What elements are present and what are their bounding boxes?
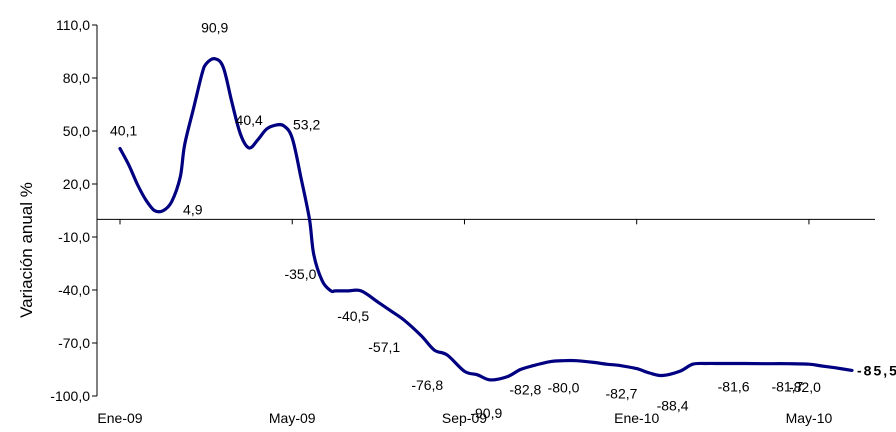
data-label: -90,9 (470, 405, 502, 421)
data-label: -80,0 (548, 380, 580, 396)
series-line (118, 57, 854, 382)
data-label: -82,0 (789, 379, 821, 395)
data-label: -85,5 (857, 362, 896, 378)
y-axis: 110,0 80,0 50,0 20,0 -10,0 -40,0 -70,0 -100,0 (50, 17, 98, 404)
data-label: -88,4 (657, 398, 689, 414)
data-label: -57,1 (368, 339, 400, 355)
data-label: -40,5 (337, 308, 369, 324)
x-tick-label: May-10 (786, 410, 833, 426)
data-label: 40,1 (110, 122, 137, 138)
y-tick-label: 50,0 (63, 123, 90, 139)
x-tick-label: Sep-09 (442, 410, 487, 426)
data-label: 4,9 (183, 202, 203, 218)
x-axis: Ene-09 May-09 Sep-09 Ene-10 May-10 (97, 218, 875, 426)
y-tick-label: 20,0 (63, 176, 90, 192)
data-label: -82,7 (606, 385, 638, 401)
data-label: 40,4 (236, 112, 263, 128)
y-axis-title: Variación anual % (17, 182, 36, 318)
y-tick-label: -40,0 (58, 282, 90, 298)
x-tick-label: Ene-10 (614, 410, 659, 426)
data-label: -81,7 (771, 379, 803, 395)
data-labels: 40,1 90,9 40,4 53,2 4,9 -35,0 -40,5 -57,1 -76,8 -… (110, 20, 896, 421)
y-tick-label: -70,0 (58, 335, 90, 351)
y-tick-label: 110,0 (56, 17, 90, 33)
y-tick-label: -100,0 (50, 388, 90, 404)
data-label: -35,0 (284, 266, 316, 282)
y-tick-label: 80,0 (63, 70, 90, 86)
data-label: -82,8 (509, 382, 541, 398)
data-label: -76,8 (411, 377, 443, 393)
data-label: -81,6 (718, 378, 750, 394)
x-tick-label: May-09 (269, 410, 316, 426)
data-label: 90,9 (201, 20, 228, 36)
x-tick-label: Ene-09 (97, 410, 142, 426)
data-label: 53,2 (293, 116, 320, 132)
series-path (118, 57, 854, 382)
y-tick-label: -10,0 (58, 229, 90, 245)
